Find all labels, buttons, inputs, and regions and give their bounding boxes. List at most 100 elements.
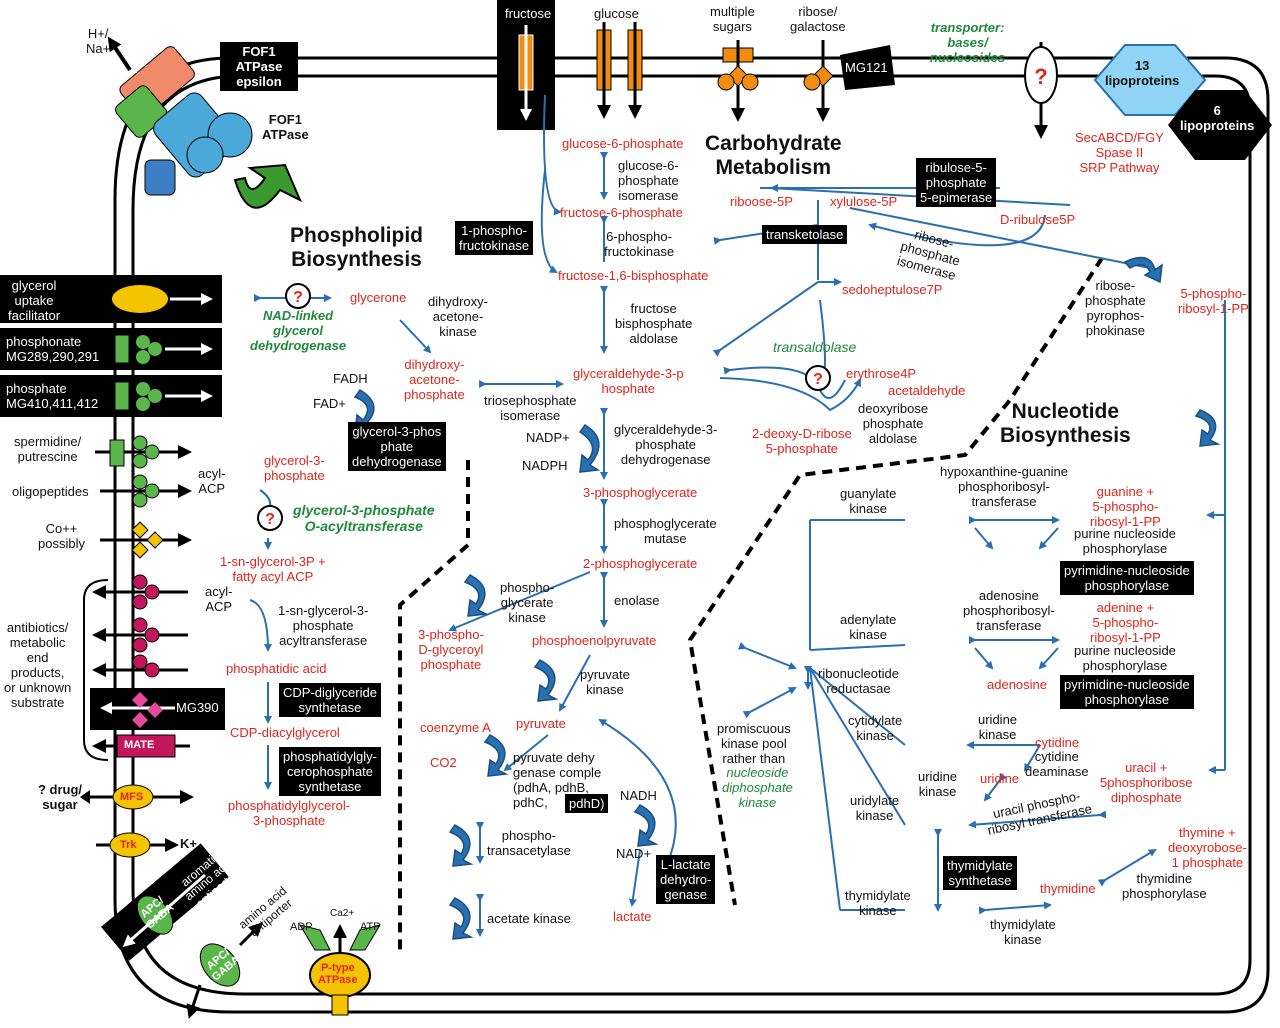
- ribose-5p: riboose-5P: [730, 194, 793, 209]
- 3-phospho-d-glyceroyl-phosphate: 3-phospho- D-glyceroyl phosphate: [418, 627, 484, 672]
- nadph-label: NADPH: [522, 458, 568, 473]
- multiple-sugars-label: multiple sugars: [710, 4, 755, 34]
- lysophosphatidic-acid: 1-sn-glycerol-3P + fatty acyl ACP: [220, 554, 326, 584]
- phosphatidic-acid: phosphatidic acid: [226, 661, 327, 676]
- phosphate-label: phosphate MG410,411,412: [6, 381, 99, 411]
- thymidylate-kinase-1: thymidylate kinase: [845, 888, 911, 918]
- carbohydrate-header: Carbohydrate Metabolism: [705, 132, 842, 179]
- thymidine-phosphorylase: thymidine phosphorylase: [1122, 871, 1207, 901]
- nadp-label: NADP+: [526, 430, 570, 445]
- deoxyribose-phosphate-aldolase: deoxyribose phosphate aldolase: [858, 401, 929, 446]
- left-transporters: [0, 275, 225, 858]
- phosphonate-label: phosphonate MG289,290,291: [6, 334, 100, 364]
- drug-sugar-label: ? drug/ sugar: [38, 782, 83, 812]
- cytidylate-kinase: cytidylate kinase: [848, 713, 903, 743]
- phosphatidylglycerol-3-phosphate: phosphatidylglycerol- 3-phosphate: [228, 798, 351, 828]
- lipoproteins-6-label: 6 lipoproteins: [1180, 103, 1255, 133]
- fructose-16-bisphosphate: fructose-1,6-bisphosphate: [558, 268, 709, 283]
- bases-transporter-label: transporter: bases/ nucleosides: [930, 20, 1006, 65]
- acetate-kinase: acetate kinase: [487, 911, 571, 926]
- apc-gaba-antiporters: [101, 843, 263, 1019]
- plsc-label: 1-sn-glycerol-3- phosphate acyltransfera…: [278, 603, 369, 648]
- fructose-bisphosphate-aldolase: fructose bisphosphate aldolase: [615, 301, 693, 346]
- ptype-atpase-label: P-type ATPase: [318, 962, 358, 986]
- uridine: uridine: [980, 771, 1020, 786]
- nad-label: NAD+: [616, 846, 652, 861]
- erythrose-4p: erythrose4P: [846, 366, 917, 381]
- nucleotide-header: Nucleotide Biosynthesis: [1000, 400, 1131, 447]
- sedoheptulose-7p: sedoheptulose7P: [842, 282, 943, 297]
- g6p-isomerase: glucose-6- phosphate isomerase: [618, 158, 679, 203]
- phosphotransacetylase: phospho- transacetylase: [487, 828, 571, 858]
- thymidine: thymidine: [1040, 881, 1096, 896]
- phosphoenolpyruvate: phosphoenolpyruvate: [532, 633, 657, 648]
- glyceraldehyde-3-phosphate: glyceraldehyde-3-p hosphate: [573, 366, 684, 396]
- promiscuous-kinase-pool: promiscuous kinase pool rather than: [717, 721, 791, 766]
- nucleoside-diphosphate-kinase: nucleoside diphosphate kinase: [722, 765, 793, 810]
- thymidylate-kinase-2: thymidylate kinase: [990, 917, 1056, 947]
- acetaldehyde: acetaldehyde: [888, 383, 966, 398]
- 5-phosphoribosyl-1-pp: 5-phospho- ribosyl-1-PP: [1178, 286, 1249, 316]
- uridine-kinase-2: uridine kinase: [918, 769, 958, 799]
- glycerone: glycerone: [350, 290, 407, 305]
- glycerol-uptake-label: glycerol uptake facilitator: [8, 278, 61, 323]
- fof1-epsilon-box: FOF1 ATPase epsilon: [220, 42, 298, 91]
- fof1-atpase-shape: [107, 36, 302, 209]
- mg390-label: MG390: [176, 700, 219, 715]
- dihydroxyacetone-phosphate: dihydroxy- acetone- phosphate: [404, 357, 465, 402]
- antibiotics-label: antibiotics/ metabolic end products, or …: [4, 620, 72, 710]
- acyl-acp-label-2: acyl- ACP: [205, 584, 233, 614]
- deoxyribose-5-phosphate: 2-deoxy-D-ribose 5-phosphate: [752, 426, 852, 456]
- phosphoglycerate-mutase: phosphoglycerate mutase: [614, 516, 717, 546]
- calcium-label: Ca2+: [330, 908, 355, 919]
- purine-nucleoside-phosphorylase-2: purine nucleoside phosphorylase: [1074, 643, 1176, 673]
- fructose-label: fructose: [505, 6, 552, 21]
- adenylate-kinase: adenylate kinase: [840, 612, 897, 642]
- uridylate-kinase: uridylate kinase: [850, 793, 900, 823]
- phospholipid-header: Phospholipid Biosynthesis: [290, 224, 423, 271]
- purine-nucleoside-phosphorylase-1: purine nucleoside phosphorylase: [1074, 526, 1176, 556]
- pyrimidine-nucleoside-phosphorylase-box-2: pyrimidine-nucleoside phosphorylase: [1060, 675, 1194, 709]
- ribonucleotide-reductase: ribonucleotide reductasae: [818, 666, 899, 696]
- pyrimidine-nucleoside-phosphorylase-box-1: pyrimidine-nucleoside phosphorylase: [1060, 561, 1194, 595]
- unknown-markers: [257, 283, 831, 531]
- bases-transporter: [1024, 42, 1058, 139]
- secretion-label: SecABCD/FGY Spase II SRP Pathway: [1075, 130, 1164, 175]
- guanylate-kinase: guanylate kinase: [840, 486, 897, 516]
- lipoproteins-13-label: 13 lipoproteins: [1105, 58, 1180, 88]
- dihydroxyacetone-kinase: dihydroxy- acetone- kinase: [428, 294, 488, 339]
- adenine-prpp: adenine + 5-phospho- ribosyl-1-PP: [1090, 600, 1161, 645]
- lactate: lactate: [613, 909, 652, 924]
- fof1-label: FOF1 ATPase: [262, 112, 309, 142]
- pdhd-box: pdhD): [565, 794, 609, 813]
- hgprt: hypoxanthine-guanine phosphoribosyl- tra…: [940, 464, 1068, 509]
- unknown-icon: ?: [813, 371, 823, 388]
- unknown-icon: ?: [265, 511, 275, 528]
- cobalt-label: Co++ possibly: [38, 521, 85, 551]
- co2: CO2: [430, 755, 457, 770]
- cytidine: cytidine: [1035, 735, 1080, 750]
- fructose-6-phosphate: fructose-6-phosphate: [560, 205, 683, 220]
- mate-label: MATE: [124, 739, 155, 751]
- atp-label: ATP: [360, 921, 381, 933]
- ribose-phosphate-pyrophosphokinase: ribose- phosphate pyrophos- phokinase: [1085, 278, 1146, 338]
- trk-label: Trk: [120, 839, 137, 851]
- acyl-acp-label: acyl- ACP: [198, 466, 226, 496]
- 2-phosphoglycerate: 2-phosphoglycerate: [583, 556, 698, 571]
- pyruvate: pyruvate: [516, 716, 566, 731]
- xylulose-5p: xylulose-5P: [830, 194, 898, 209]
- nad-glycerol-dehydrogenase: NAD-linked glycerol dehydrogenase: [250, 308, 347, 353]
- fadh-label: FADH: [333, 371, 368, 386]
- 3-phosphoglycerate: 3-phosphoglycerate: [583, 485, 698, 500]
- cofactor-arrows: [353, 256, 1221, 940]
- ion-label: H+/ Na+: [86, 26, 111, 56]
- coenzyme-a: coenzyme A: [420, 720, 491, 735]
- pyruvate-kinase: pyruvate kinase: [580, 667, 630, 697]
- glycerol-3-phosphate: glycerol-3- phosphate: [264, 453, 325, 483]
- transketolase-box: transketolase: [762, 225, 848, 244]
- enolase: enolase: [614, 593, 660, 608]
- guanine-prpp: guanine + 5-phospho- ribosyl-1-PP: [1090, 484, 1161, 529]
- fad-label: FAD+: [313, 396, 346, 411]
